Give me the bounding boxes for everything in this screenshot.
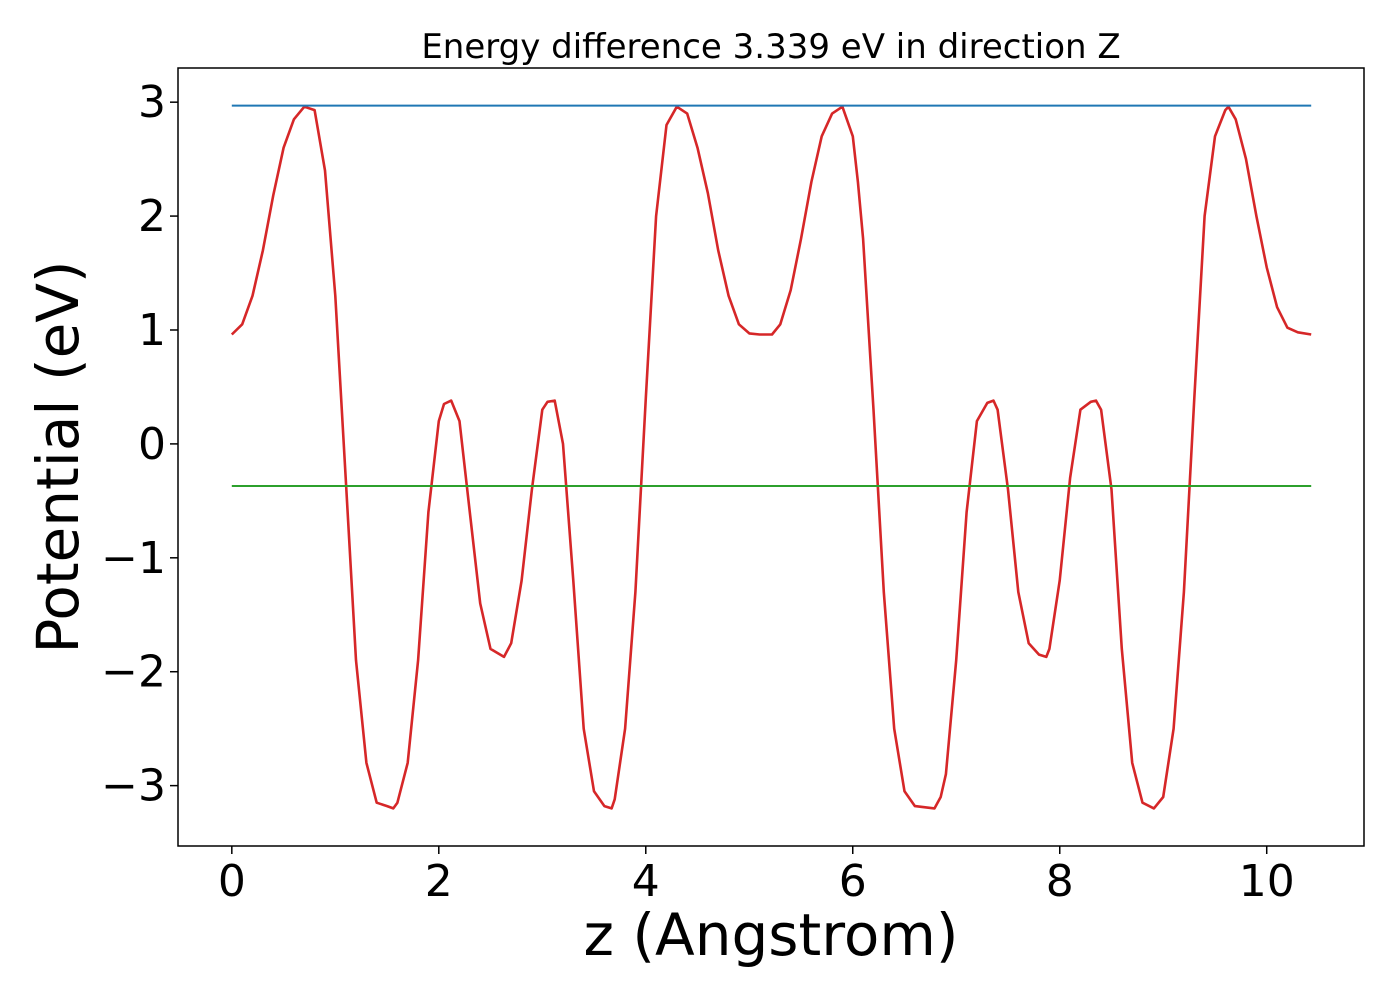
chart-title: Energy difference 3.339 eV in direction … (421, 27, 1120, 67)
x-tick-label: 4 (632, 856, 660, 907)
y-tick-label: 2 (138, 191, 166, 242)
plot-frame (177, 67, 1365, 847)
potential-series-line (230, 105, 1312, 810)
y-axis-ticks: −3 −2 −1 0 1 2 3 (101, 77, 178, 812)
x-tick-label: 8 (1046, 856, 1074, 907)
y-tick-label: −2 (101, 647, 166, 698)
x-tick-label: 10 (1239, 856, 1295, 907)
y-tick-label: 0 (138, 419, 166, 470)
x-tick-label: 6 (839, 856, 867, 907)
x-axis-label: z (Angstrom) (584, 901, 959, 969)
x-tick-label: 0 (218, 856, 246, 907)
y-tick-label: 3 (138, 77, 166, 128)
series-layer (230, 104, 1312, 810)
y-tick-label: −3 (101, 761, 166, 812)
x-axis-ticks: 0 2 4 6 8 10 (218, 846, 1295, 907)
y-tick-label: −1 (101, 533, 166, 584)
x-tick-label: 2 (425, 856, 453, 907)
y-tick-label: 1 (138, 305, 166, 356)
y-axis-label: Potential (eV) (24, 260, 92, 653)
